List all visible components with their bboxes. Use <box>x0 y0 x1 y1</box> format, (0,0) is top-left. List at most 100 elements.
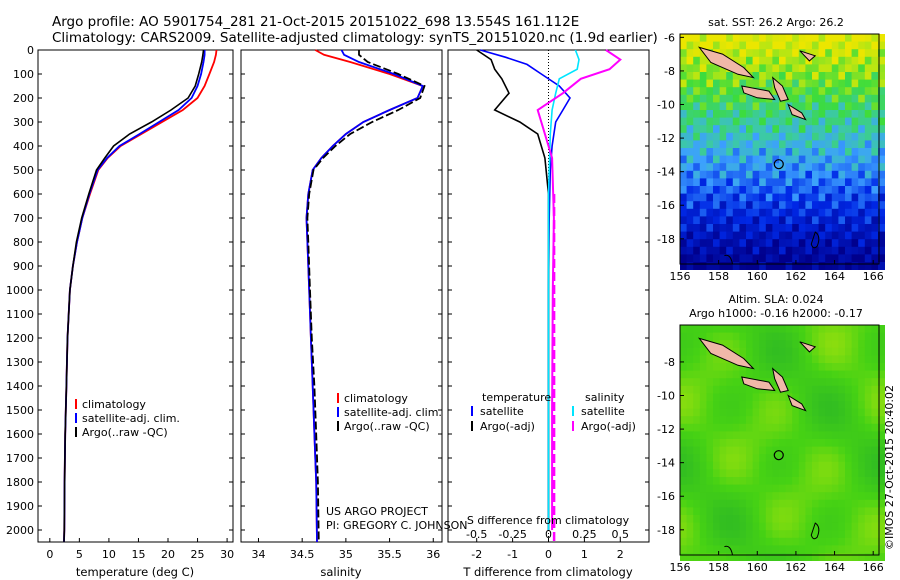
map-cell <box>851 34 859 42</box>
map-cell <box>812 393 819 402</box>
map-cell <box>706 94 714 103</box>
map-cell <box>693 193 701 202</box>
map-cell <box>759 49 767 58</box>
map-cell <box>779 446 786 455</box>
map-cell <box>851 423 859 432</box>
map-cell <box>838 363 846 371</box>
header-line1: Argo profile: AO 5901754_281 21-Oct-2015… <box>52 14 579 30</box>
map-cell <box>878 439 885 447</box>
sla-map-title: Altim. SLA: 0.024 <box>728 293 823 306</box>
map-cell <box>871 87 879 96</box>
map-cell <box>785 56 793 65</box>
map-cell <box>726 401 734 409</box>
map-cell <box>845 231 852 240</box>
map-cell <box>864 363 872 371</box>
map-cell <box>759 537 767 546</box>
map-cell <box>792 332 800 341</box>
map-cell <box>812 178 819 187</box>
map-cell <box>785 117 793 126</box>
map-cell <box>686 72 694 80</box>
map-cell <box>739 79 747 88</box>
map-cell <box>732 499 740 508</box>
map-cell <box>779 325 786 333</box>
map-cell <box>878 72 885 80</box>
map-cell <box>798 170 806 179</box>
map-cell <box>831 246 839 255</box>
map-cell <box>699 325 707 333</box>
map-cell <box>871 262 879 270</box>
map-cell <box>851 325 859 333</box>
map-cell <box>878 216 885 225</box>
map-cell <box>726 363 734 371</box>
map-cell <box>845 469 852 478</box>
map-cell <box>752 262 760 270</box>
map-cell <box>739 370 747 379</box>
map-cell <box>805 224 813 232</box>
map-cell <box>838 117 846 126</box>
map-cell <box>765 125 773 134</box>
map-cell <box>713 499 720 508</box>
map-cell <box>765 363 773 371</box>
map-cell <box>858 94 866 103</box>
map-cell <box>765 155 773 164</box>
map-cell <box>825 239 833 248</box>
map-cell <box>706 64 714 73</box>
map-cell <box>805 340 813 349</box>
map-cell <box>713 355 720 364</box>
map-cell <box>765 477 773 485</box>
map-cell <box>713 553 720 561</box>
map-cell <box>878 239 885 248</box>
map-cell <box>706 34 714 42</box>
map-cell <box>772 72 780 80</box>
map-cell <box>785 439 793 447</box>
map-cell <box>878 347 885 356</box>
map-cell <box>864 522 872 531</box>
map-cell <box>772 522 780 531</box>
map-cell <box>812 332 819 341</box>
map-cell <box>798 469 806 478</box>
map-cell <box>871 79 879 88</box>
map-cell <box>680 530 687 539</box>
map-cell <box>706 79 714 88</box>
map-cell <box>706 87 714 96</box>
map-cell <box>746 178 753 187</box>
map-cell <box>805 515 813 523</box>
map-cell <box>785 186 793 194</box>
map-cell <box>699 530 707 539</box>
map-cell <box>693 461 701 470</box>
map-y-tick-label: -10 <box>657 99 675 112</box>
map-cell <box>765 148 773 156</box>
map-cell <box>713 155 720 164</box>
map-cell <box>838 64 846 73</box>
map-cell <box>812 385 819 394</box>
map-cell <box>706 140 714 149</box>
map-cell <box>805 239 813 248</box>
map-cell <box>713 537 720 546</box>
map-cell <box>732 201 740 210</box>
map-cell <box>858 492 866 501</box>
map-cell <box>805 246 813 255</box>
map-cell <box>713 408 720 417</box>
map-cell <box>845 484 852 493</box>
map-x-tick-label: 158 <box>708 270 729 283</box>
map-cell <box>871 72 879 80</box>
map-cell <box>831 553 839 561</box>
map-cell <box>864 186 872 194</box>
map-cell <box>699 163 707 172</box>
map-cell <box>699 208 707 217</box>
map-cell <box>864 332 872 341</box>
map-cell <box>812 155 819 164</box>
map-cell <box>871 49 879 58</box>
map-cell <box>818 170 826 179</box>
map-cell <box>812 522 819 531</box>
map-cell <box>871 132 879 141</box>
map-cell <box>818 332 826 341</box>
map-cell <box>798 461 806 470</box>
map-cell <box>845 477 852 485</box>
map-cell <box>765 340 773 349</box>
map-cell <box>726 461 734 470</box>
map-cell <box>686 79 694 88</box>
map-cell <box>680 110 687 118</box>
map-cell <box>831 170 839 179</box>
map-cell <box>726 163 734 172</box>
